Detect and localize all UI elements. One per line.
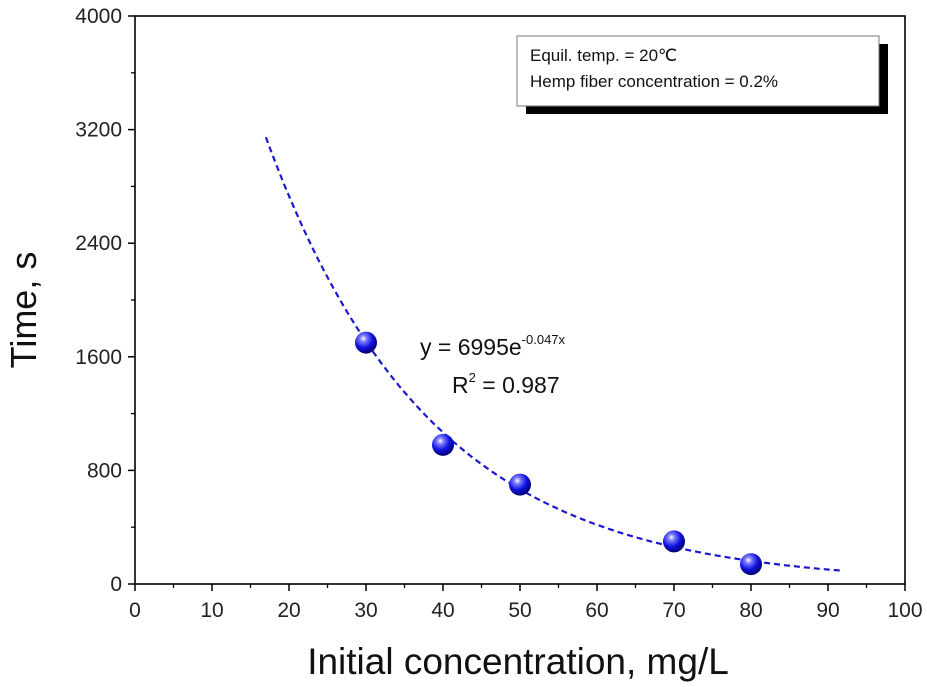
data-point: [432, 433, 454, 456]
y-tick-label: 2400: [75, 232, 122, 255]
x-tick-label: 100: [887, 599, 922, 622]
data-point: [509, 473, 531, 496]
y-axis-title: Time, s: [3, 252, 44, 369]
data-points: [355, 331, 762, 576]
x-tick-label: 30: [354, 599, 377, 622]
r-squared-prefix: R: [452, 372, 469, 398]
x-tick-label: 70: [662, 599, 685, 622]
plot-frame: [134, 15, 906, 585]
legend-box: Equil. temp. = 20℃ Hemp fiber concentrat…: [516, 35, 888, 114]
x-tick-label: 0: [129, 599, 141, 622]
r-squared-value: = 0.987: [476, 372, 560, 398]
y-tick-label: 1600: [75, 346, 122, 369]
legend-frame: [516, 35, 880, 107]
x-tick-label: 80: [739, 599, 762, 622]
x-tick-label: 50: [508, 599, 531, 622]
legend-line-temperature: Equil. temp. = 20℃: [530, 46, 677, 65]
x-tick-label: 20: [277, 599, 300, 622]
r-squared: R2 = 0.987: [452, 370, 560, 398]
y-tick-label: 3200: [75, 119, 122, 142]
data-point: [355, 331, 377, 354]
fit-equation-main: y = 6995e: [420, 334, 522, 360]
x-tick-label: 10: [200, 599, 223, 622]
x-tick-label: 60: [585, 599, 608, 622]
data-point: [740, 553, 762, 576]
legend-line-fiber: Hemp fiber concentration = 0.2%: [530, 72, 778, 91]
fit-equation-exponent: -0.047x: [522, 332, 566, 347]
tick-labels: 0 10 20 30 40 50 60 70 80 90 100 0 800 1600 2400 3200 40…: [75, 5, 922, 622]
y-tick-label: 4000: [75, 5, 122, 28]
x-tick-label: 40: [431, 599, 454, 622]
y-tick-label: 0: [110, 573, 122, 596]
fit-curve: [264, 136, 844, 572]
x-tick-label: 90: [816, 599, 839, 622]
y-tick-label: 800: [87, 459, 122, 482]
data-point: [663, 530, 685, 553]
r-squared-superscript: 2: [469, 370, 476, 385]
fit-equation: y = 6995e-0.047x: [420, 332, 566, 360]
x-axis-title: Initial concentration, mg/L: [307, 641, 729, 682]
